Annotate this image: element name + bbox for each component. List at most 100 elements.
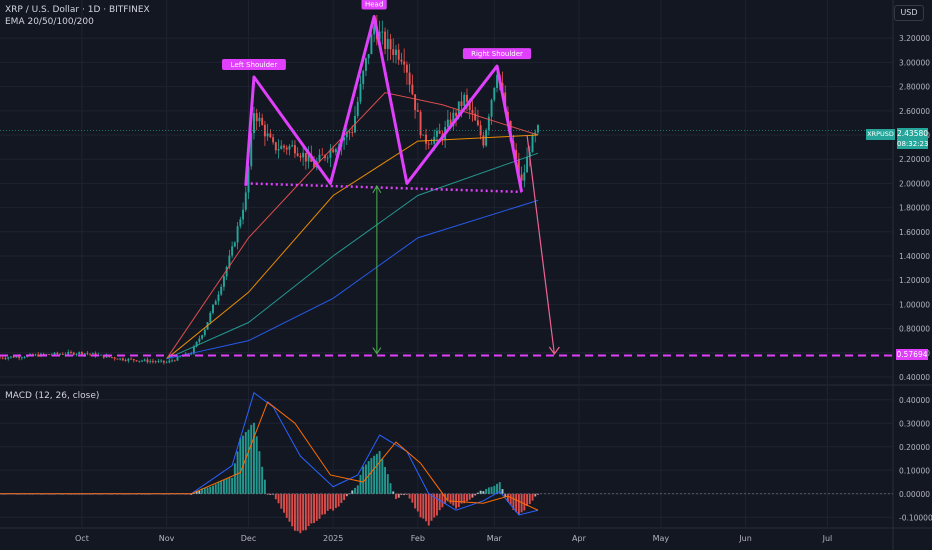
measure-arrow-bottom [372, 347, 382, 355]
candle-body [231, 246, 234, 256]
candle-body [405, 64, 408, 73]
y-tick-label: 3.20000 [899, 34, 930, 43]
candle-body [212, 304, 214, 313]
macd-bar [408, 493, 411, 499]
candle-body [373, 26, 376, 35]
macd-bar [315, 493, 318, 521]
macd-bar [425, 493, 427, 522]
candle-body [370, 34, 373, 54]
candle-body [127, 358, 130, 361]
candle-body [146, 359, 149, 363]
candle-body [9, 356, 12, 358]
ema-line-ema100 [166, 152, 539, 360]
candle-body [474, 113, 477, 121]
macd-bar [435, 493, 438, 516]
macd-bar [195, 491, 198, 494]
macd-bar [416, 493, 419, 512]
y-tick-label: 0.80000 [899, 325, 930, 334]
candle-body [1, 357, 4, 359]
macd-bar [485, 488, 488, 494]
macd-bar [405, 493, 408, 495]
y-tick-label: 1.00000 [899, 300, 930, 309]
macd-bar [269, 493, 272, 495]
macd-bar [280, 493, 283, 509]
macd-bar [236, 451, 239, 494]
candle-body [422, 134, 425, 136]
macd-bar [307, 493, 310, 527]
candle-body [105, 355, 108, 358]
macd-bar [283, 493, 285, 513]
candle-body [86, 353, 89, 355]
candle-body [48, 354, 51, 356]
candle-body [400, 59, 403, 62]
macd-y-tick-label: -0.10000 [899, 513, 932, 522]
price-badge-countdown: 08:32:23 [897, 139, 929, 149]
candle-body [435, 130, 438, 137]
candle-body [261, 117, 264, 125]
macd-bar [490, 486, 493, 494]
candle-body [277, 149, 280, 151]
macd-bar [386, 474, 389, 494]
macd-bar [288, 493, 291, 522]
price-axis-area [893, 0, 932, 550]
macd-bar [239, 438, 242, 494]
candle-body [408, 72, 411, 85]
macd-bar [263, 479, 266, 494]
candle-body [222, 276, 225, 287]
candle-body [425, 134, 427, 144]
candle-body [78, 352, 81, 354]
candle-body [250, 133, 253, 167]
currency-button[interactable]: USD [894, 5, 924, 21]
candle-body [255, 113, 258, 122]
candle-body [285, 147, 288, 150]
macd-bar [493, 485, 496, 494]
candle-body [135, 360, 138, 362]
candle-body [130, 358, 133, 360]
candle-body [364, 58, 367, 71]
macd-y-tick-label: 0.10000 [899, 466, 930, 475]
macd-bar [427, 493, 430, 526]
macd-y-tick-label: 0.40000 [899, 396, 930, 405]
y-tick-label: 1.40000 [899, 252, 930, 261]
candle-body [449, 119, 452, 126]
x-tick-label: Dec [241, 534, 256, 543]
candle-body [381, 31, 384, 33]
x-tick-label: Jun [738, 534, 752, 543]
candle-body [493, 87, 496, 100]
macd-bar [356, 485, 359, 494]
y-tick-label: 2.00000 [899, 179, 930, 188]
macd-bar [457, 493, 460, 508]
candle-body [288, 146, 291, 150]
macd-bar [326, 493, 329, 511]
macd-bar [419, 493, 422, 518]
candle-body [7, 357, 10, 359]
candle-body [386, 39, 389, 49]
candle-body [119, 358, 122, 360]
candle-body [367, 53, 370, 59]
macd-bar [337, 493, 340, 507]
macd-bar [272, 493, 275, 495]
candle-body [324, 155, 326, 158]
macd-bar [274, 493, 277, 500]
macd-y-tick-label: 0.20000 [899, 443, 930, 452]
candle-body [12, 356, 15, 358]
candle-body [201, 335, 204, 339]
candle-body [34, 354, 37, 356]
candle-body [165, 362, 168, 364]
y-tick-label: 2.80000 [899, 83, 930, 92]
macd-bar [397, 493, 400, 498]
candle-body [91, 353, 94, 355]
candle-body [171, 360, 174, 362]
macd-bar [468, 493, 471, 500]
macd-bar [498, 482, 501, 494]
macd-bar [231, 477, 234, 494]
candle-body [460, 101, 463, 106]
candle-body [296, 153, 299, 156]
candle-body [332, 149, 335, 153]
candle-body [537, 125, 539, 133]
y-tick-label: 1.80000 [899, 204, 930, 213]
macd-histogram [0, 422, 539, 534]
macd-bar [217, 482, 220, 494]
